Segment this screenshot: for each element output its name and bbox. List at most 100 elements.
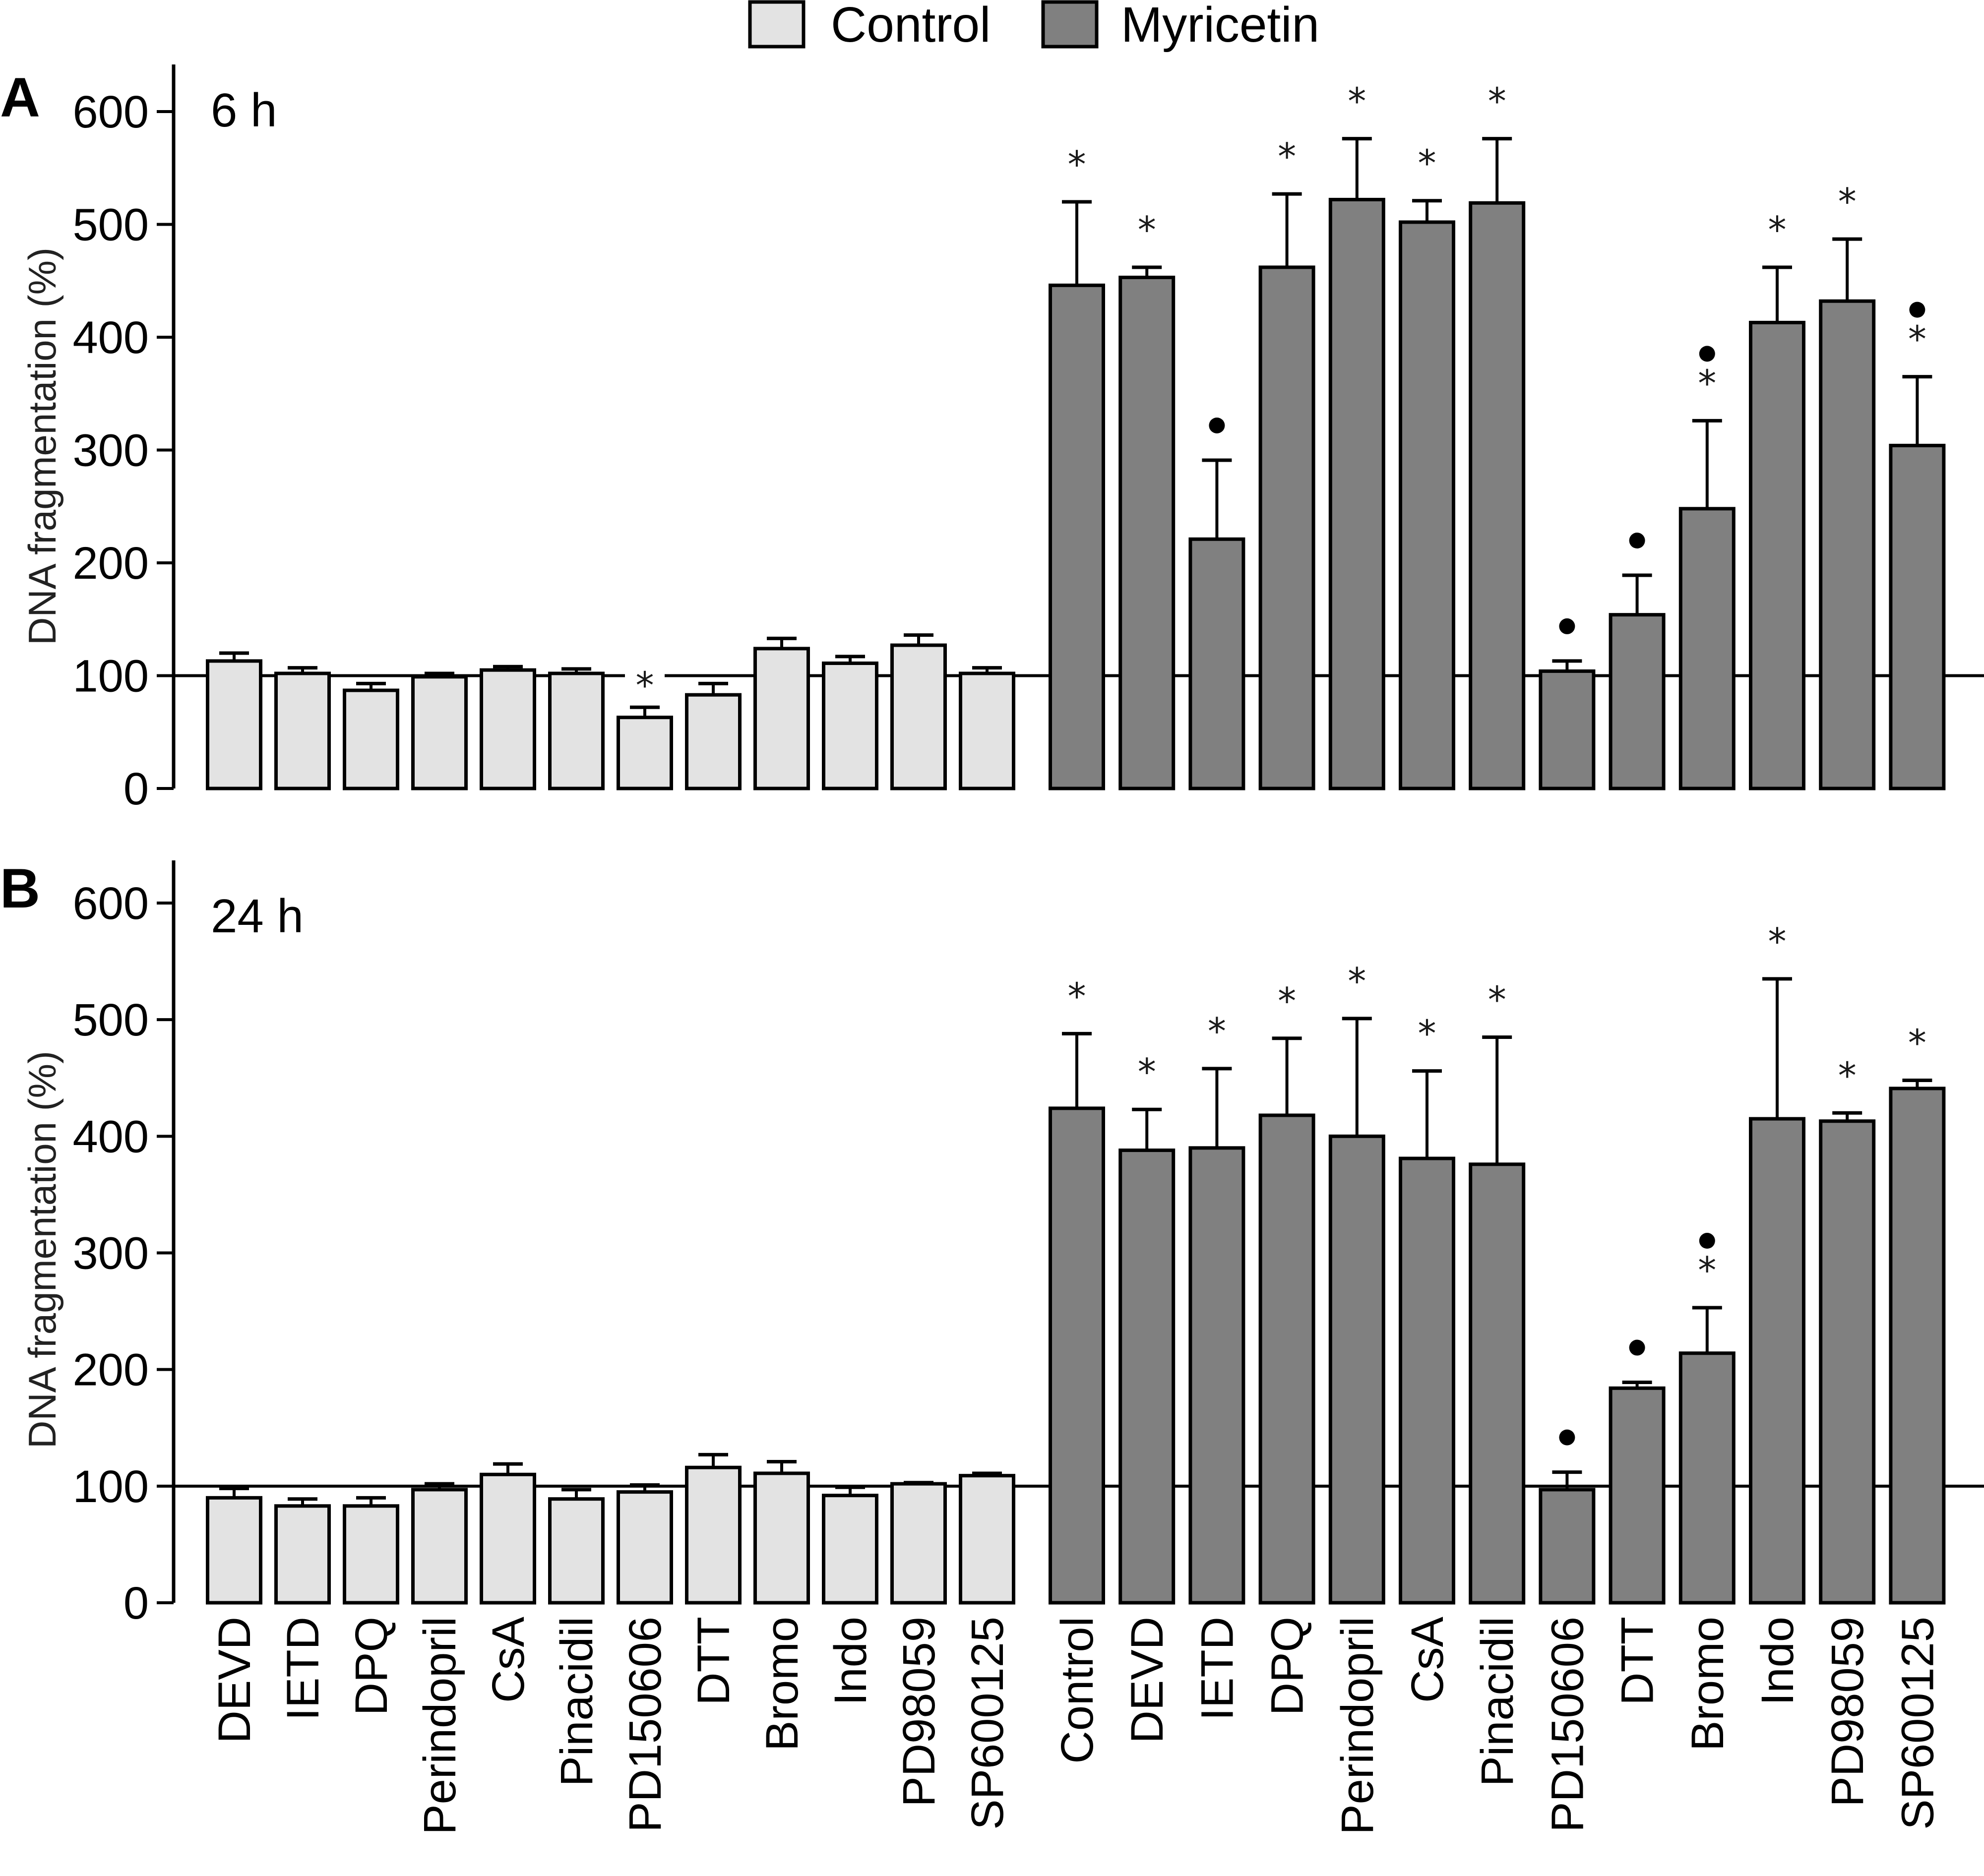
panel-a-time-label: 6 h	[211, 84, 277, 137]
x-tick-label-control-9: Indo	[825, 1617, 876, 1705]
bar-control-9	[822, 661, 878, 790]
panel-b-y-axis-title: DNA fragmentation (%)	[20, 1051, 64, 1449]
legend-swatch-myricetin	[1041, 0, 1099, 49]
bar-control-11	[959, 1474, 1015, 1605]
bar-myricetin-3	[1258, 265, 1315, 790]
x-tick-label-myricetin-5: CsA	[1402, 1616, 1453, 1702]
bar-myricetin-0	[1049, 283, 1105, 790]
bar-myricetin-0	[1049, 1106, 1105, 1605]
y-tick-label: 400	[73, 1111, 149, 1162]
y-tick-label: 200	[73, 1345, 149, 1395]
x-tick-label-myricetin-0: Control	[1052, 1617, 1103, 1764]
significance-star: *	[1138, 209, 1156, 251]
x-tick-label-control-2: DPQ	[346, 1617, 397, 1715]
significance-star: *	[1838, 1054, 1857, 1097]
bar-myricetin-6	[1469, 201, 1526, 790]
significance-star: *	[636, 665, 654, 707]
bar-control-5	[548, 1497, 605, 1605]
y-tick-label: 300	[73, 425, 149, 476]
bar-myricetin-9	[1678, 507, 1736, 790]
x-tick-label-myricetin-8: DTT	[1612, 1617, 1663, 1705]
panel-b: B 24 h DNA fragmentation (%) 0 100 200 300 4…	[0, 857, 1984, 1629]
bar-myricetin-1	[1118, 1149, 1176, 1605]
panel-a: A 6 h DNA fragmentation (%) 0 100 200 300 40…	[0, 64, 1984, 814]
significance-star: *	[1418, 142, 1436, 185]
x-tick-label-myricetin-6: Pinacidil	[1472, 1617, 1523, 1787]
significance-star: *	[1488, 978, 1506, 1021]
significance-star: *	[1348, 80, 1366, 123]
bar-myricetin-7	[1539, 669, 1596, 790]
panel-letter-b: B	[0, 857, 40, 919]
bar-control-11	[959, 671, 1015, 790]
significance-dot	[1559, 1429, 1575, 1446]
x-tick-label-control-6: PD150606	[620, 1617, 671, 1832]
significance-dot	[1559, 618, 1575, 634]
bar-myricetin-11	[1819, 1119, 1876, 1605]
significance-dot	[1699, 346, 1715, 362]
legend-label-myricetin: Myricetin	[1121, 0, 1319, 53]
bar-myricetin-5	[1399, 220, 1455, 790]
bar-myricetin-2	[1188, 1146, 1245, 1605]
y-tick-label: 600	[73, 87, 149, 137]
x-tick-label-myricetin-7: PD150606	[1542, 1617, 1593, 1832]
bar-control-4	[480, 668, 536, 790]
panel-b-time-label: 24 h	[211, 890, 304, 943]
bar-control-8	[753, 1471, 810, 1605]
x-tick-label-myricetin-2: IETD	[1192, 1617, 1242, 1721]
x-tick-label-control-11: SP600125	[962, 1617, 1013, 1830]
x-tick-label-myricetin-11: PD98059	[1822, 1617, 1873, 1807]
x-tick-label-control-5: Pinacidil	[552, 1617, 602, 1787]
x-tick-label-control-8: Bromo	[757, 1617, 807, 1751]
significance-dot	[1629, 1339, 1645, 1356]
significance-star: *	[1908, 318, 1926, 361]
legend-swatch-control	[748, 0, 806, 49]
legend-label-control: Control	[831, 0, 991, 53]
bar-control-8	[753, 647, 810, 790]
x-tick-label-myricetin-1: DEVD	[1122, 1617, 1173, 1744]
bar-control-4	[480, 1472, 536, 1605]
bar-control-0	[206, 659, 262, 790]
bar-myricetin-2	[1188, 537, 1245, 790]
y-tick-label: 0	[124, 764, 149, 814]
significance-star: *	[1278, 980, 1296, 1023]
x-tick-label-control-0: DEVD	[209, 1617, 260, 1744]
significance-star: *	[1698, 1249, 1716, 1292]
panel-a-y-axis-title: DNA fragmentation (%)	[20, 247, 64, 645]
bar-control-6	[617, 1490, 673, 1605]
bar-control-2	[343, 688, 399, 790]
significance-star: *	[1208, 1010, 1226, 1053]
x-tick-label-myricetin-10: Indo	[1752, 1617, 1803, 1705]
x-axis-category-labels: DEVD IETD DPQ Perindopril CsA Pinacidil PD1506…	[209, 1616, 1943, 1834]
bar-myricetin-5	[1399, 1156, 1455, 1605]
bar-control-3	[411, 675, 468, 790]
bar-myricetin-4	[1328, 197, 1385, 790]
significance-star: *	[1838, 181, 1857, 223]
significance-star: *	[1488, 80, 1506, 123]
y-tick-label: 500	[73, 200, 149, 250]
y-tick-label: 300	[73, 1228, 149, 1279]
bar-control-6	[617, 716, 673, 790]
bar-control-0	[206, 1496, 262, 1605]
legend: Control Myricetin	[748, 0, 1319, 53]
bar-myricetin-12	[1889, 1087, 1946, 1605]
bar-myricetin-6	[1469, 1162, 1526, 1605]
x-tick-label-control-10: PD98059	[894, 1617, 944, 1807]
significance-star: *	[1138, 1051, 1156, 1093]
x-tick-label-control-1: IETD	[278, 1617, 328, 1721]
bar-myricetin-8	[1609, 613, 1666, 790]
bar-control-1	[274, 671, 331, 790]
bar-control-7	[685, 1465, 742, 1605]
bar-control-1	[274, 1504, 331, 1605]
significance-dot	[1629, 533, 1645, 549]
reference-line-gap	[625, 670, 665, 681]
bar-control-10	[890, 1482, 947, 1605]
y-tick-label: 600	[73, 878, 149, 929]
significance-star: *	[1068, 975, 1086, 1018]
significance-star: *	[1768, 209, 1787, 251]
bar-myricetin-8	[1609, 1386, 1666, 1605]
bar-myricetin-12	[1889, 443, 1946, 790]
bar-myricetin-1	[1118, 275, 1176, 790]
y-tick-label: 200	[73, 538, 149, 589]
bar-myricetin-7	[1539, 1488, 1596, 1605]
